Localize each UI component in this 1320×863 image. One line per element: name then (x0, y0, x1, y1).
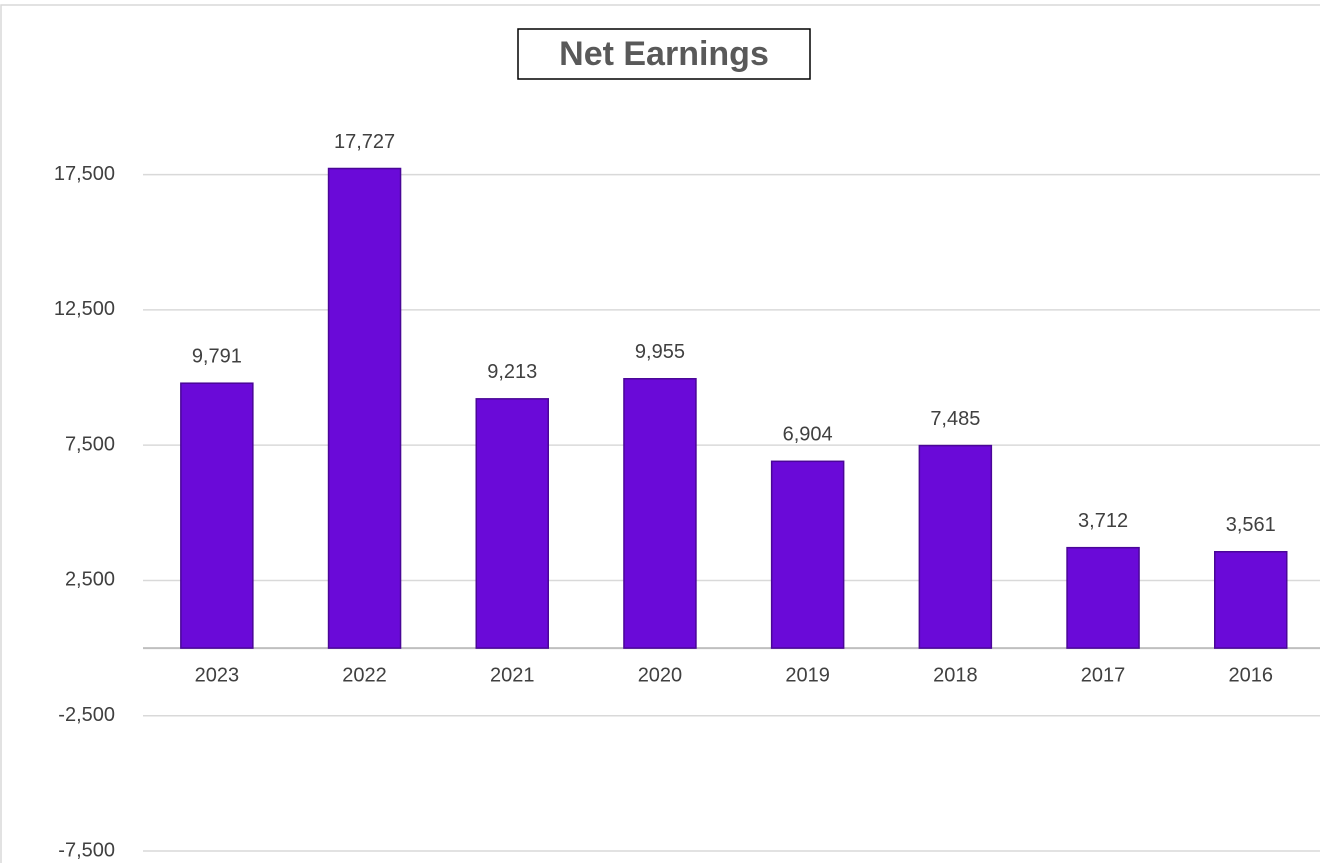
value-label: 7,485 (930, 408, 980, 430)
bar (918, 444, 993, 649)
bar (623, 378, 697, 649)
x-tick-label: 2018 (933, 664, 978, 686)
bar (1066, 546, 1140, 649)
x-tick-label: 2016 (1229, 664, 1274, 686)
bar (1214, 550, 1288, 649)
value-label: 3,561 (1226, 514, 1276, 536)
bar (475, 398, 549, 649)
x-tick-label: 2023 (195, 664, 240, 686)
value-label: 9,213 (487, 361, 537, 383)
x-tick-label: 2021 (490, 664, 535, 686)
x-tick-label: 2019 (785, 664, 830, 686)
x-tick-label: 2017 (1081, 664, 1126, 686)
bar (327, 167, 402, 649)
x-tick-label: 2020 (638, 664, 683, 686)
y-tick-label: 12,500 (54, 298, 115, 320)
y-tick-label: 2,500 (65, 569, 115, 591)
bar (180, 382, 254, 649)
value-label: 3,712 (1078, 510, 1128, 532)
title-box (517, 28, 811, 80)
value-label: 9,955 (635, 341, 685, 363)
chart-title: Net Earnings (559, 35, 769, 73)
value-label: 6,904 (783, 424, 833, 446)
y-tick-label: -2,500 (58, 704, 115, 726)
y-tick-label: 17,500 (54, 163, 115, 185)
value-label: 9,791 (192, 345, 242, 367)
y-tick-label: 7,500 (65, 433, 115, 455)
y-tick-label: -7,500 (58, 839, 115, 861)
value-label: 17,727 (334, 131, 395, 153)
x-tick-label: 2022 (342, 664, 387, 686)
bar (770, 460, 845, 649)
